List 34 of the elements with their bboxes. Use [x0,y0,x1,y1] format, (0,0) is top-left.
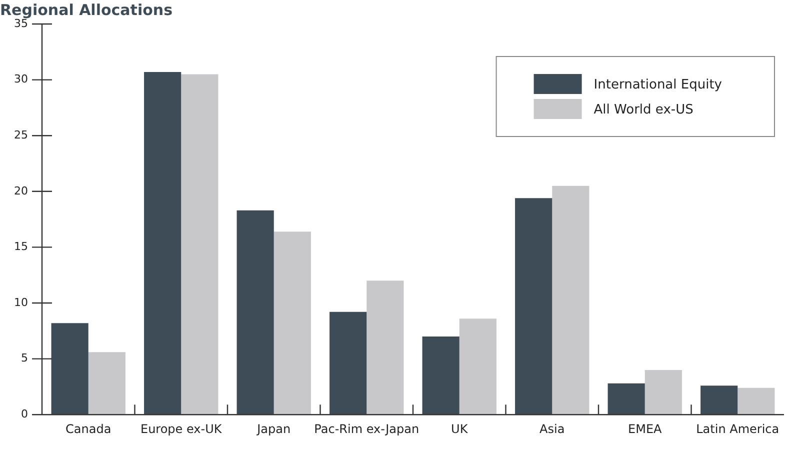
y-tick-label: 0 [20,407,28,420]
bar [236,210,274,415]
y-tick-label: 15 [14,240,28,254]
bar [552,186,590,415]
bar [366,280,404,415]
bar [274,232,311,415]
x-tick-label: Canada [66,422,112,436]
bar [181,74,218,415]
legend-label: International Equity [594,77,722,92]
legend-label: All World ex-US [594,102,694,118]
x-tick-label: Latin America [696,422,780,436]
bar [738,388,775,415]
y-tick-label: 25 [14,128,28,142]
bar [144,72,182,415]
bar [644,370,682,415]
x-tick-label: Pac-Rim ex-Japan [314,422,420,436]
bar [51,323,88,415]
bar [422,336,460,415]
bar [330,312,367,415]
y-tick-label: 5 [20,352,28,365]
x-tick-label: UK [451,422,469,436]
bar [700,386,738,415]
chart-title: Regional Allocations [0,0,173,19]
x-tick-label: Europe ex-UK [140,422,223,436]
x-tick-label: Asia [540,422,565,436]
y-tick-label: 10 [14,296,28,309]
bar [608,383,645,415]
bar [515,198,552,415]
bar [459,318,496,415]
y-tick-label: 20 [14,184,28,198]
bar [88,352,126,415]
y-tick-label: 30 [14,72,28,86]
x-tick-label: Japan [256,422,291,436]
x-tick-label: EMEA [628,422,663,436]
